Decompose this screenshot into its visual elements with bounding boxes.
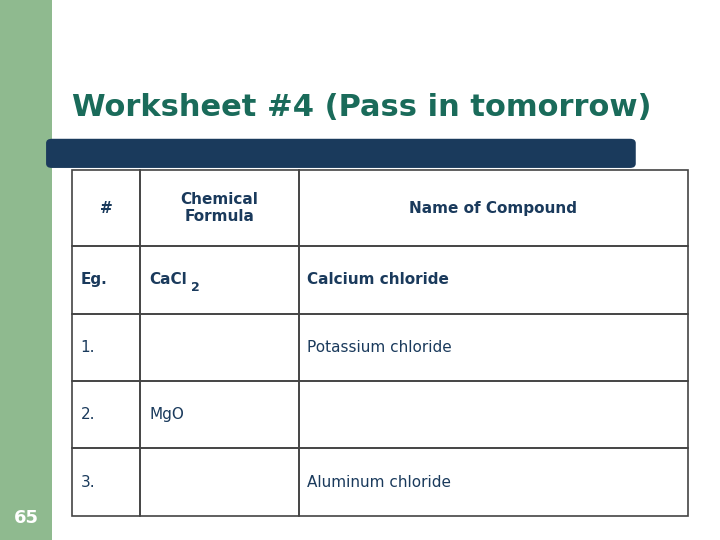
Bar xyxy=(299,246,688,314)
Bar xyxy=(299,170,688,246)
Text: Calcium chloride: Calcium chloride xyxy=(307,272,449,287)
Text: #: # xyxy=(100,201,112,215)
Bar xyxy=(140,448,299,516)
Bar xyxy=(72,170,140,246)
Bar xyxy=(140,314,299,381)
Bar xyxy=(72,381,140,448)
Text: 1.: 1. xyxy=(81,340,95,355)
Bar xyxy=(72,314,140,381)
Text: 65: 65 xyxy=(14,509,38,528)
Text: CaCl: CaCl xyxy=(149,272,186,287)
Bar xyxy=(72,246,140,314)
Text: 2: 2 xyxy=(191,281,199,294)
Text: Name of Compound: Name of Compound xyxy=(409,201,577,215)
Text: Worksheet #4 (Pass in tomorrow): Worksheet #4 (Pass in tomorrow) xyxy=(72,93,652,123)
Text: 2.: 2. xyxy=(81,407,95,422)
Bar xyxy=(0,0,52,540)
Bar xyxy=(140,170,299,246)
Bar xyxy=(299,448,688,516)
Bar xyxy=(72,448,140,516)
FancyBboxPatch shape xyxy=(46,139,636,168)
Text: MgO: MgO xyxy=(149,407,184,422)
Text: Chemical
Formula: Chemical Formula xyxy=(181,192,258,224)
Text: Aluminum chloride: Aluminum chloride xyxy=(307,475,451,489)
Bar xyxy=(299,381,688,448)
FancyBboxPatch shape xyxy=(0,0,187,113)
Text: Eg.: Eg. xyxy=(81,272,107,287)
Text: 3.: 3. xyxy=(81,475,95,489)
Bar xyxy=(140,381,299,448)
Bar xyxy=(299,314,688,381)
Text: Potassium chloride: Potassium chloride xyxy=(307,340,452,355)
Bar xyxy=(140,246,299,314)
